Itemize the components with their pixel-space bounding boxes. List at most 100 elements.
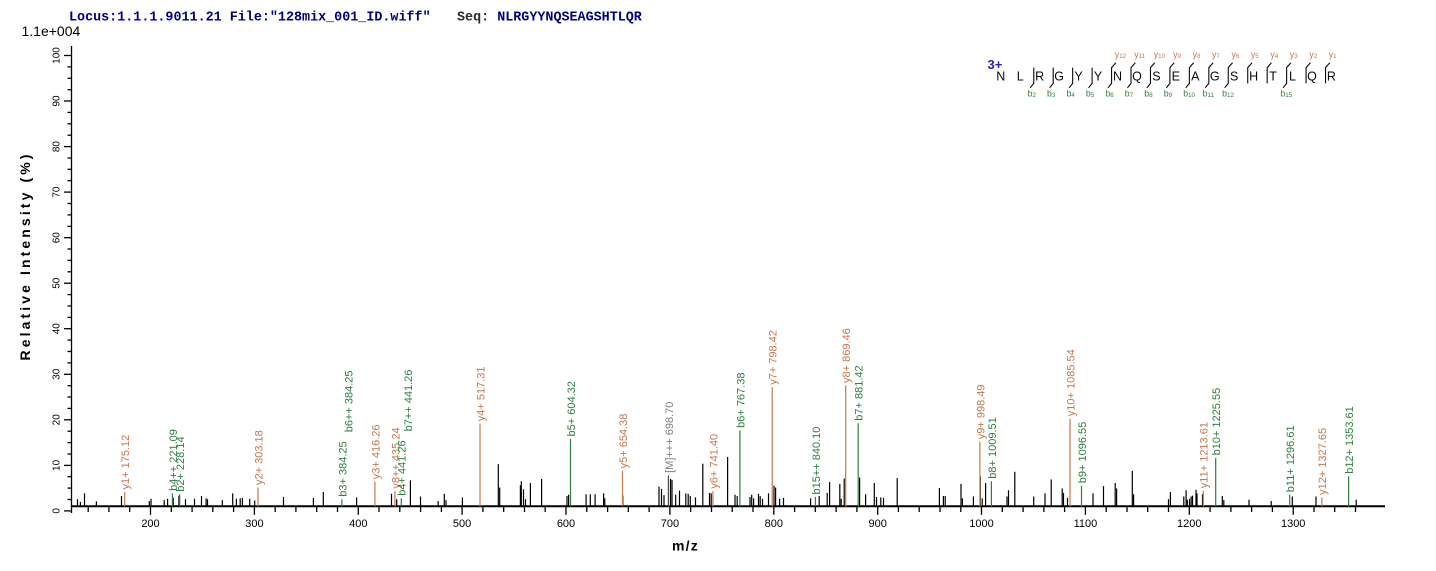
svg-text:y9+ 998.49: y9+ 998.49 bbox=[975, 384, 987, 439]
svg-text:500: 500 bbox=[453, 518, 471, 530]
svg-text:H: H bbox=[1249, 69, 1258, 83]
svg-text:b9+ 1096.55: b9+ 1096.55 bbox=[1077, 422, 1089, 483]
svg-text:Q: Q bbox=[1307, 69, 1317, 83]
svg-text:b6: b6 bbox=[1105, 88, 1114, 99]
svg-text:y7: y7 bbox=[1212, 50, 1220, 61]
svg-text:y8: y8 bbox=[1193, 50, 1201, 61]
svg-text:100: 100 bbox=[52, 47, 63, 64]
svg-text:y9: y9 bbox=[1173, 50, 1181, 61]
svg-text:1300: 1300 bbox=[1281, 518, 1305, 530]
svg-text:b9: b9 bbox=[1164, 88, 1173, 99]
svg-text:y11: y11 bbox=[1134, 50, 1145, 61]
svg-text:b8+ 1009.51: b8+ 1009.51 bbox=[987, 417, 999, 478]
svg-text:b5: b5 bbox=[1086, 88, 1095, 99]
svg-text:b4: b4 bbox=[1067, 88, 1076, 99]
svg-text:1.1e+004: 1.1e+004 bbox=[22, 23, 81, 39]
svg-text:L: L bbox=[1017, 69, 1024, 83]
svg-text:Y: Y bbox=[1074, 69, 1083, 83]
svg-text:G: G bbox=[1054, 69, 1064, 83]
svg-text:b3+ 384.25: b3+ 384.25 bbox=[337, 441, 349, 496]
svg-text:E: E bbox=[1172, 69, 1180, 83]
svg-text:b2: b2 bbox=[1028, 88, 1037, 99]
svg-text:y10+ 1085.54: y10+ 1085.54 bbox=[1065, 349, 1077, 416]
svg-text:300: 300 bbox=[245, 518, 263, 530]
svg-text:1100: 1100 bbox=[1074, 518, 1098, 530]
svg-text:y3: y3 bbox=[1290, 50, 1298, 61]
svg-text:y1+ 175.12: y1+ 175.12 bbox=[120, 435, 132, 490]
svg-text:y8++ 435.24: y8++ 435.24 bbox=[390, 427, 402, 488]
svg-text:y4: y4 bbox=[1270, 50, 1278, 61]
svg-text:b10+ 1225.55: b10+ 1225.55 bbox=[1211, 388, 1223, 456]
svg-text:900: 900 bbox=[869, 518, 887, 530]
svg-text:20: 20 bbox=[52, 414, 63, 426]
svg-text:y5+ 654.38: y5+ 654.38 bbox=[618, 414, 630, 469]
svg-text:b3: b3 bbox=[1047, 88, 1056, 99]
svg-text:3+: 3+ bbox=[988, 57, 1003, 72]
svg-text:b4++ 221.09: b4++ 221.09 bbox=[168, 429, 180, 491]
svg-text:y4+ 517.31: y4+ 517.31 bbox=[475, 366, 487, 421]
svg-text:Y: Y bbox=[1094, 69, 1103, 83]
svg-text:m/z: m/z bbox=[672, 538, 699, 554]
svg-text:b6++ 384.25: b6++ 384.25 bbox=[344, 371, 356, 433]
svg-text:b4+ 441.26: b4+ 441.26 bbox=[397, 440, 409, 495]
svg-text:b15: b15 bbox=[1280, 88, 1292, 99]
svg-text:N: N bbox=[996, 69, 1005, 83]
svg-text:40: 40 bbox=[52, 323, 63, 335]
svg-text:700: 700 bbox=[661, 518, 679, 530]
svg-text:[M]+++ 698.70: [M]+++ 698.70 bbox=[664, 402, 676, 473]
svg-text:y6: y6 bbox=[1232, 50, 1240, 61]
svg-text:y2+ 303.18: y2+ 303.18 bbox=[253, 430, 265, 485]
svg-text:y12: y12 bbox=[1115, 50, 1127, 61]
svg-text:50: 50 bbox=[52, 277, 63, 289]
svg-text:b6+ 767.38: b6+ 767.38 bbox=[735, 373, 747, 428]
svg-text:b8: b8 bbox=[1144, 88, 1153, 99]
svg-text:Relative Intensity (%): Relative Intensity (%) bbox=[17, 151, 33, 360]
svg-text:b7: b7 bbox=[1125, 88, 1134, 99]
svg-text:600: 600 bbox=[557, 518, 575, 530]
svg-text:b2+ 228.14: b2+ 228.14 bbox=[175, 436, 187, 491]
svg-text:b11: b11 bbox=[1203, 88, 1215, 99]
svg-text:b15++ 840.10: b15++ 840.10 bbox=[811, 427, 823, 495]
svg-text:y1: y1 bbox=[1329, 50, 1337, 61]
svg-text:b12+ 1353.61: b12+ 1353.61 bbox=[1344, 406, 1356, 474]
svg-text:70: 70 bbox=[52, 186, 63, 198]
svg-text:60: 60 bbox=[52, 232, 63, 244]
svg-text:y8+ 869.46: y8+ 869.46 bbox=[841, 328, 853, 383]
svg-text:y6+ 741.40: y6+ 741.40 bbox=[708, 434, 720, 489]
svg-text:b7+ 881.42: b7+ 881.42 bbox=[854, 365, 866, 420]
svg-text:b10: b10 bbox=[1183, 88, 1195, 99]
svg-text:R: R bbox=[1327, 69, 1336, 83]
svg-text:y2: y2 bbox=[1309, 50, 1317, 61]
svg-text:b5+ 604.32: b5+ 604.32 bbox=[566, 381, 578, 436]
svg-text:Locus:1.1.1.9011.21 File:"128m: Locus:1.1.1.9011.21 File:"128mix_001_ID.… bbox=[69, 11, 431, 26]
svg-text:400: 400 bbox=[349, 518, 367, 530]
svg-text:y5: y5 bbox=[1251, 50, 1259, 61]
svg-text:y7+ 798.42: y7+ 798.42 bbox=[768, 330, 780, 385]
svg-text:1000: 1000 bbox=[969, 518, 993, 530]
svg-text:S: S bbox=[1230, 69, 1238, 83]
svg-text:y12+ 1327.65: y12+ 1327.65 bbox=[1317, 428, 1329, 495]
svg-text:G: G bbox=[1210, 69, 1220, 83]
svg-text:A: A bbox=[1191, 69, 1200, 83]
svg-text:N: N bbox=[1113, 69, 1122, 83]
svg-text:800: 800 bbox=[765, 518, 783, 530]
svg-text:10: 10 bbox=[52, 459, 63, 471]
svg-text:y10: y10 bbox=[1154, 50, 1166, 61]
svg-text:80: 80 bbox=[52, 141, 63, 153]
svg-text:0: 0 bbox=[52, 508, 63, 514]
svg-text:90: 90 bbox=[52, 95, 63, 107]
svg-text:R: R bbox=[1035, 69, 1044, 83]
svg-text:T: T bbox=[1269, 69, 1277, 83]
svg-text:b7++ 441.26: b7++ 441.26 bbox=[403, 370, 415, 432]
svg-text:S: S bbox=[1152, 69, 1160, 83]
svg-text:b12: b12 bbox=[1222, 88, 1234, 99]
svg-text:L: L bbox=[1289, 69, 1296, 83]
svg-text:200: 200 bbox=[141, 518, 159, 530]
svg-text:Q: Q bbox=[1132, 69, 1142, 83]
svg-text:30: 30 bbox=[52, 368, 63, 380]
svg-text:y11+ 1213.61: y11+ 1213.61 bbox=[1199, 422, 1211, 488]
svg-text:Seq: NLRGYYNQSEAGSHTLQR: Seq: NLRGYYNQSEAGSHTLQR bbox=[457, 11, 643, 26]
svg-text:b11+ 1296.61: b11+ 1296.61 bbox=[1285, 425, 1297, 492]
svg-text:y3+ 416.26: y3+ 416.26 bbox=[370, 424, 382, 479]
svg-text:1200: 1200 bbox=[1177, 518, 1201, 530]
